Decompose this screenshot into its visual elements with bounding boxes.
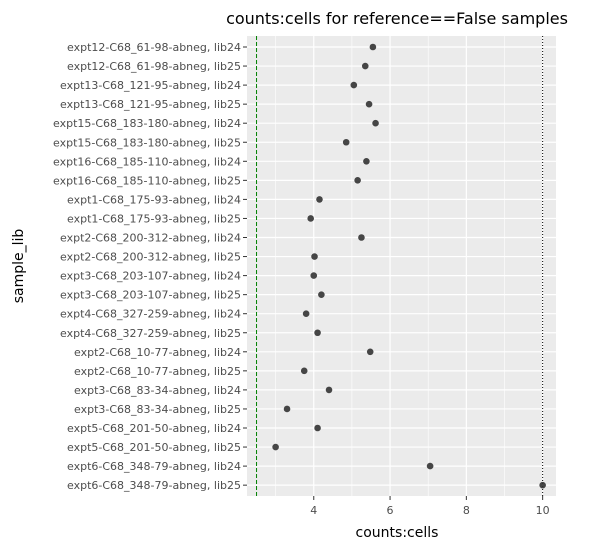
y-tick-label: expt4-C68_327-259-abneg, lib24 xyxy=(60,308,241,321)
data-point xyxy=(366,101,373,108)
y-tick-label: expt3-C68_203-107-abneg, lib24 xyxy=(60,270,241,283)
data-point xyxy=(272,444,279,451)
y-tick-label: expt2-C68_200-312-abneg, lib24 xyxy=(60,232,241,245)
data-point xyxy=(358,234,365,241)
y-tick-label: expt16-C68_185-110-abneg, lib25 xyxy=(53,174,241,187)
y-tick-label: expt6-C68_348-79-abneg, lib25 xyxy=(67,479,241,492)
chart-title: counts:cells for reference==False sample… xyxy=(226,9,568,28)
data-point xyxy=(372,120,379,127)
y-tick-label: expt3-C68_83-34-abneg, lib24 xyxy=(74,384,241,397)
y-tick-label: expt5-C68_201-50-abneg, lib25 xyxy=(67,441,241,454)
y-tick-label: expt15-C68_183-180-abneg, lib25 xyxy=(53,136,241,149)
y-tick-label: expt16-C68_185-110-abneg, lib24 xyxy=(53,155,241,168)
data-point xyxy=(367,349,374,356)
y-tick-label: expt15-C68_183-180-abneg, lib24 xyxy=(53,117,241,130)
y-tick-label: expt1-C68_175-93-abneg, lib24 xyxy=(67,193,241,206)
data-point xyxy=(310,272,317,279)
data-point xyxy=(362,63,369,70)
data-point xyxy=(326,387,333,394)
x-tick-label: 4 xyxy=(310,504,317,517)
y-tick-label: expt2-C68_200-312-abneg, lib25 xyxy=(60,251,241,264)
y-tick-label: expt6-C68_348-79-abneg, lib24 xyxy=(67,460,241,473)
x-axis-label: counts:cells xyxy=(356,525,439,541)
y-tick-label: expt4-C68_327-259-abneg, lib25 xyxy=(60,327,241,340)
data-point xyxy=(301,368,308,375)
y-tick-label: expt2-C68_10-77-abneg, lib25 xyxy=(74,365,241,378)
x-tick-label: 10 xyxy=(536,504,550,517)
data-point xyxy=(343,139,350,146)
data-point xyxy=(427,463,434,470)
data-point xyxy=(314,425,321,432)
data-point xyxy=(284,406,291,413)
y-tick-label: expt5-C68_201-50-abneg, lib24 xyxy=(67,422,241,435)
data-point xyxy=(318,291,325,298)
x-tick-label: 8 xyxy=(463,504,470,517)
y-tick-label: expt2-C68_10-77-abneg, lib24 xyxy=(74,346,241,359)
y-tick-label: expt1-C68_175-93-abneg, lib25 xyxy=(67,212,241,225)
data-point xyxy=(363,158,370,165)
data-point xyxy=(316,196,323,203)
y-axis-label: sample_lib xyxy=(11,229,27,304)
y-tick-label: expt3-C68_203-107-abneg, lib25 xyxy=(60,289,241,302)
data-point xyxy=(370,44,377,51)
y-tick-label: expt3-C68_83-34-abneg, lib25 xyxy=(74,403,241,416)
y-tick-label: expt13-C68_121-95-abneg, lib24 xyxy=(60,79,241,92)
y-tick-label: expt12-C68_61-98-abneg, lib25 xyxy=(67,60,241,73)
data-point xyxy=(539,482,546,489)
data-point xyxy=(303,310,310,317)
plot-panel xyxy=(247,36,556,496)
y-tick-label: expt12-C68_61-98-abneg, lib24 xyxy=(67,41,241,54)
data-point xyxy=(351,82,358,89)
data-point xyxy=(314,329,321,336)
data-point xyxy=(354,177,361,184)
data-point xyxy=(307,215,314,222)
y-tick-label: expt13-C68_121-95-abneg, lib25 xyxy=(60,98,241,111)
x-tick-label: 6 xyxy=(387,504,394,517)
data-point xyxy=(311,253,318,260)
